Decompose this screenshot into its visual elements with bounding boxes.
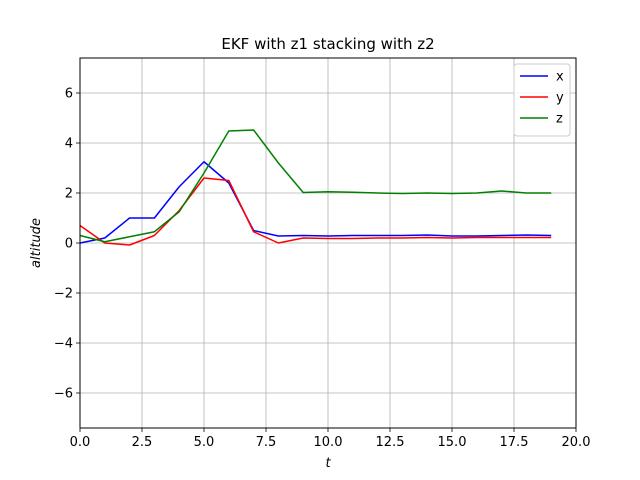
y-tick-label: 6: [65, 87, 73, 102]
legend-label-z: z: [556, 112, 563, 127]
grid: [79, 58, 577, 428]
series-line-x: [79, 161, 552, 244]
x-tick-label: 12.5: [376, 435, 405, 450]
x-tick-label: 17.5: [500, 435, 529, 450]
y-tick-label: 4: [65, 137, 73, 152]
y-tick-label: −2: [54, 287, 73, 302]
y-tick-label: −6: [54, 387, 73, 402]
series-lines: [79, 129, 552, 246]
x-tick-label: 0.0: [70, 435, 91, 450]
y-tick-label: 2: [65, 187, 73, 202]
x-tick-label: 15.0: [438, 435, 467, 450]
y-axis-label: altitude: [29, 218, 44, 268]
y-tick-label: 0: [65, 237, 73, 252]
legend-label-x: x: [556, 70, 564, 85]
x-tick-label: 5.0: [194, 435, 215, 450]
y-tick-label: −4: [54, 337, 73, 352]
legend-label-y: y: [556, 91, 564, 106]
axis-ticks: 0.0 2.5 5.0 7.5 10.0 12.5 15.0 17.5 20.0 −6 −4 −2 0 2…: [54, 87, 591, 451]
x-axis-label: t: [325, 456, 331, 471]
series-line-y: [79, 177, 552, 246]
chart-title: EKF with z1 stacking with z2: [221, 35, 434, 53]
legend: xyz: [513, 63, 571, 137]
x-tick-label: 20.0: [562, 435, 591, 450]
x-tick-label: 2.5: [132, 435, 153, 450]
x-tick-label: 7.5: [256, 435, 277, 450]
x-tick-label: 10.0: [314, 435, 343, 450]
series-line-z: [79, 129, 552, 243]
